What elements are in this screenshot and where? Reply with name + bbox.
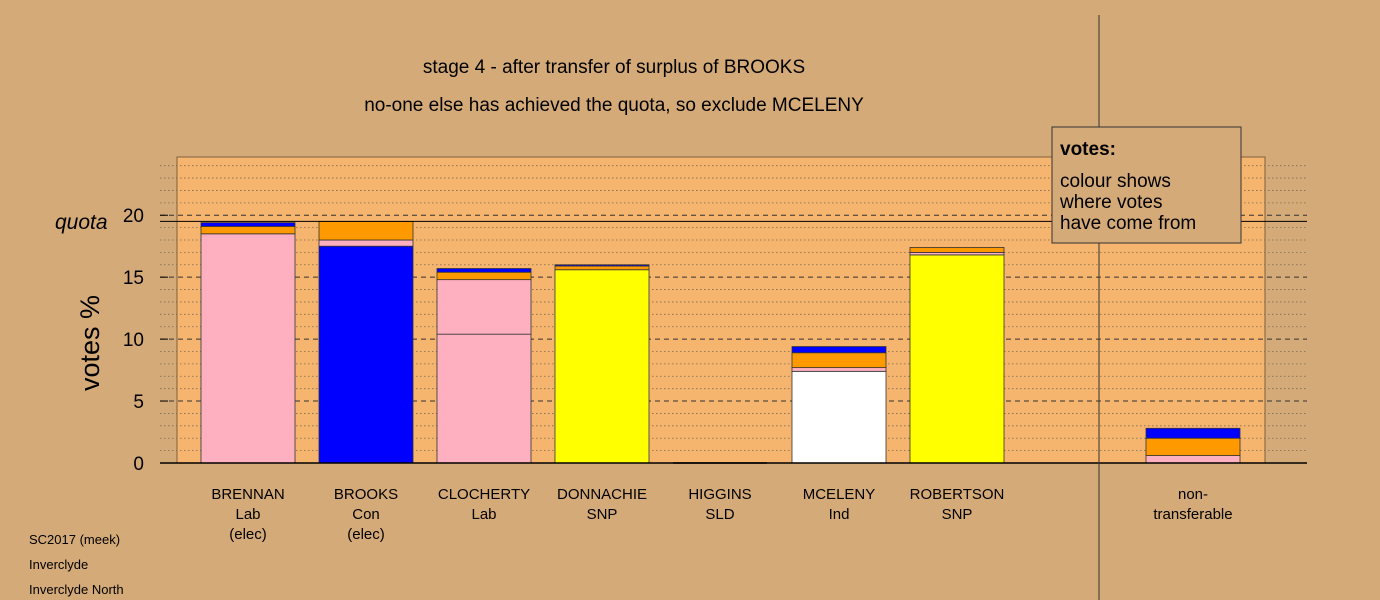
bar-segment (1145, 455, 1241, 464)
footer-line-1: SC2017 (meek) (29, 532, 120, 547)
bar-segment (791, 367, 887, 372)
y-tick-label: 5 (133, 392, 144, 413)
bar-segment (791, 346, 887, 354)
candidate-label: (elec) (347, 526, 385, 543)
legend-line-1: colour shows (1060, 171, 1171, 192)
legend-line-2: where votes (1059, 192, 1162, 213)
bar-segment (436, 279, 532, 335)
title-line-1: stage 4 - after transfer of surplus of B… (423, 57, 805, 78)
bar-segment (1145, 437, 1241, 456)
bar-segment (318, 239, 414, 247)
y-tick-label: 0 (133, 454, 144, 475)
candidate-label: ROBERTSON (910, 486, 1005, 503)
title-line-2: no-one else has achieved the quota, so e… (364, 95, 864, 116)
candidate-label: HIGGINS (688, 486, 751, 503)
bar-segment (200, 225, 296, 235)
footer-line-3: Inverclyde North (29, 582, 124, 597)
footer-line-2: Inverclyde (29, 557, 88, 572)
candidate-label: Ind (829, 506, 850, 523)
bar-segment (200, 222, 296, 227)
candidate-label: non- (1178, 486, 1208, 503)
bar-segment (318, 221, 414, 241)
legend: votes: colour shows where votes have com… (1051, 126, 1242, 244)
candidate-label: Con (352, 506, 380, 523)
bar-segment (554, 264, 650, 267)
bar-segment (318, 245, 414, 464)
y-axis-label: votes % (75, 295, 105, 391)
legend-line-3: have come from (1060, 213, 1196, 234)
bar-segment (436, 333, 532, 464)
legend-box (1051, 126, 1242, 244)
bar-segment (554, 265, 650, 271)
candidate-label: CLOCHERTY (438, 486, 530, 503)
candidate-label: transferable (1153, 506, 1232, 523)
bar-segment (791, 370, 887, 464)
y-tick-label: 15 (123, 268, 144, 289)
bar-segment (909, 254, 1005, 464)
grid-lines (160, 165, 1307, 452)
candidate-label: (elec) (229, 526, 267, 543)
candidate-label: Lab (235, 506, 260, 523)
bar-segment (791, 352, 887, 369)
y-tick-label: 10 (123, 330, 144, 351)
candidate-label: BROOKS (334, 486, 398, 503)
bars (200, 221, 1241, 464)
candidate-label: SNP (587, 506, 618, 523)
candidate-labels: BRENNAN Lab (elec) BROOKS Con (elec) CLOCHERTY… (211, 486, 1232, 543)
y-tick-label: 20 (123, 206, 144, 227)
legend-title: votes: (1060, 139, 1116, 160)
candidate-label: SLD (705, 506, 734, 523)
bar-segment (909, 247, 1005, 253)
candidate-label: BRENNAN (211, 486, 284, 503)
bar-segment (200, 233, 296, 464)
bar-segment (1145, 427, 1241, 439)
bar-segment (436, 271, 532, 281)
bar-segment (554, 269, 650, 464)
candidate-label: MCELENY (803, 486, 876, 503)
candidate-label: SNP (942, 506, 973, 523)
bar-segment (436, 268, 532, 273)
y-axis: 0 5 10 15 20 (123, 206, 168, 475)
quota-label: quota (55, 211, 108, 234)
candidate-label: Lab (471, 506, 496, 523)
candidate-label: DONNACHIE (557, 486, 647, 503)
